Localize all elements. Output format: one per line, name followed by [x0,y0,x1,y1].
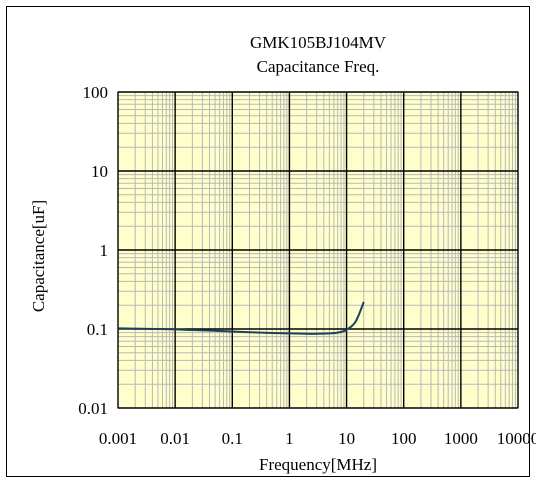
y-tick-label: 1 [100,241,109,260]
y-tick-label: 10 [91,162,108,181]
x-axis-label: Frequency[MHz] [259,455,377,474]
x-tick-label: 0.001 [99,429,137,448]
plot-border [117,91,519,409]
capacitance-series-line [117,301,365,335]
x-tick-label: 0.1 [222,429,243,448]
y-tick-label: 0.01 [78,399,108,418]
y-axis-label: Capacitance[uF] [29,200,48,312]
x-tick-label: 0.01 [160,429,190,448]
y-tick-label: 0.1 [87,320,108,339]
x-tick-label: 10 [338,429,355,448]
x-tick-label: 100 [391,429,417,448]
chart-title: GMK105BJ104MV [250,33,387,52]
chart-subtitle: Capacitance Freq. [257,57,380,76]
y-tick-labels: 0.01 0.1 1 10 100 [78,83,108,418]
x-tick-label: 1 [285,429,294,448]
x-tick-label: 10000 [497,429,536,448]
x-tick-label: 1000 [444,429,478,448]
x-tick-labels: 0.001 0.01 0.1 1 10 100 1000 10000 [99,429,536,448]
y-tick-label: 100 [83,83,109,102]
